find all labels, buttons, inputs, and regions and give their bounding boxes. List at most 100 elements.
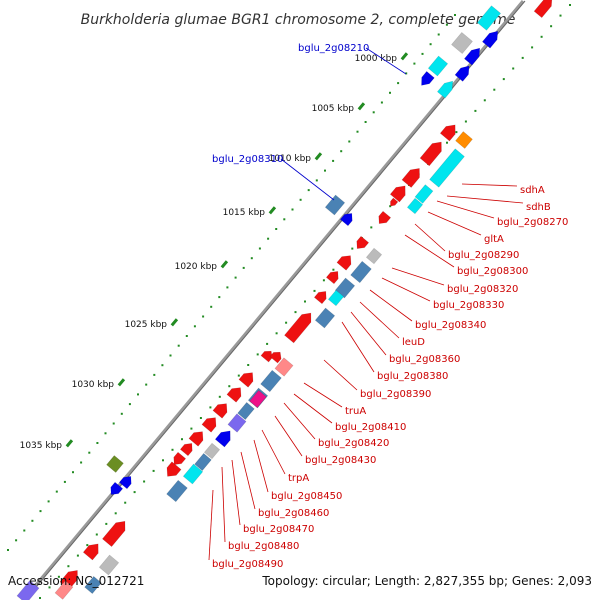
- gene-label-bglu_2g08430: bglu_2g08430: [305, 455, 376, 466]
- leader-line: [221, 466, 226, 543]
- gene-block: [476, 5, 502, 31]
- gene-arrow: [101, 520, 126, 548]
- scale-label: 1025 kbp: [125, 320, 168, 330]
- gene-block: [98, 554, 120, 576]
- gene-arrow: [212, 403, 228, 419]
- gene-features: [16, 0, 553, 600]
- gene-block: [106, 455, 124, 473]
- tick-dot-outer: [421, 52, 424, 55]
- tick-dot-inner: [228, 385, 231, 388]
- leader-line: [280, 158, 335, 201]
- tick-dot-outer: [226, 286, 229, 289]
- gene-block: [429, 148, 465, 188]
- tick-dot-inner: [531, 46, 534, 49]
- gene-block: [260, 369, 282, 393]
- scale-label: 1035 kbp: [20, 441, 63, 451]
- gene-label-gltA: gltA: [484, 234, 504, 245]
- gene-label-bglu_2g08450: bglu_2g08450: [271, 491, 342, 502]
- tick-dot-outer: [315, 179, 318, 182]
- tick-dot-outer: [445, 23, 448, 26]
- tick-dot-outer: [177, 344, 180, 347]
- accession-text: Accession: NC_012721: [8, 574, 145, 588]
- gene-label-bglu_2g08330: bglu_2g08330: [433, 300, 504, 311]
- tick-dot-outer: [283, 218, 286, 221]
- gene-block: [274, 357, 294, 377]
- tick-dot-outer: [340, 150, 343, 153]
- gene-label-bglu_2g08300: bglu_2g08300: [457, 266, 528, 277]
- gene-block: [203, 442, 221, 460]
- gene-arrow: [313, 291, 327, 305]
- tick-dot-outer: [120, 412, 123, 415]
- tick-dot-inner: [540, 35, 543, 38]
- tick-rows: [7, 4, 571, 599]
- gene-block: [327, 289, 345, 307]
- tick-dot-outer: [128, 403, 131, 406]
- leader-line: [427, 211, 482, 236]
- scale-label: 1030 kbp: [72, 380, 115, 390]
- gene-arrow: [439, 124, 456, 142]
- gene-block: [166, 479, 188, 503]
- tick-dot-inner: [86, 544, 89, 547]
- tick-dot-outer: [169, 354, 172, 357]
- tick-dot-outer: [356, 130, 359, 133]
- tick-dot-inner: [294, 311, 297, 314]
- gene-block: [182, 463, 204, 485]
- tick-dot-inner: [304, 300, 306, 303]
- leader-line: [208, 489, 214, 561]
- gene-block: [227, 413, 247, 433]
- gene-block: [249, 390, 267, 408]
- tick-dot-outer: [258, 247, 261, 250]
- gene-arrow: [390, 197, 399, 207]
- gene-label-trpA: trpA: [288, 473, 309, 484]
- leader-lines: [208, 47, 524, 561]
- gene-block: [194, 453, 212, 471]
- leader-line: [231, 459, 241, 526]
- tick-dot-inner: [57, 575, 60, 578]
- gene-arrow: [356, 235, 370, 249]
- tick-dot-outer: [372, 111, 375, 114]
- scale-label: 1000 kbp: [355, 54, 398, 64]
- tick-dot-inner: [483, 99, 486, 102]
- gene-block: [451, 31, 473, 55]
- tick-dot-inner: [569, 4, 571, 6]
- tick-dot-outer: [429, 43, 432, 46]
- gene-label-truA: truA: [345, 406, 366, 417]
- leader-line: [369, 289, 413, 322]
- tick-dot-inner: [143, 480, 146, 483]
- tick-dot-inner: [474, 109, 477, 112]
- tick-dot-inner: [256, 353, 259, 356]
- tick-dot-inner: [322, 279, 325, 282]
- gene-block: [414, 184, 434, 204]
- scale-ticks: 1000 kbp 1005 kbp 1010 kbp 1015 kbp 1020 kbp…: [20, 52, 409, 451]
- tick-dot-inner: [218, 395, 221, 398]
- tick-dot-outer: [210, 305, 213, 308]
- tick-dot-inner: [389, 205, 392, 208]
- tick-dot-outer: [291, 208, 294, 211]
- tick-dot-outer: [193, 325, 196, 328]
- scale-label: 1020 kbp: [175, 262, 218, 272]
- tick-dot-inner: [67, 565, 70, 568]
- gene-labels: bglu_2g08210 bglu_2g08310 sdhA sdhB bglu_2g0…: [212, 43, 568, 570]
- tick-dot-outer: [112, 422, 115, 425]
- gene-label-bglu_2g08270: bglu_2g08270: [497, 217, 568, 228]
- gene-block: [16, 580, 40, 600]
- gene-label-bglu_2g08210: bglu_2g08210: [298, 43, 369, 54]
- tick-dot-outer: [437, 33, 440, 36]
- tick-dot-outer: [15, 539, 18, 542]
- gene-block: [237, 402, 255, 420]
- tick-dot-outer: [55, 490, 58, 493]
- gene-label-sdhA: sdhA: [520, 185, 545, 196]
- gene-arrow: [389, 185, 406, 203]
- tick-dot-inner: [332, 268, 335, 271]
- gene-arrow: [421, 71, 435, 86]
- gene-block: [314, 307, 336, 329]
- scale-tick-mark: [170, 318, 179, 327]
- scale-tick-mark: [220, 260, 229, 269]
- tick-dot-inner: [247, 364, 250, 366]
- tick-dot-inner: [275, 332, 278, 335]
- gene-block: [406, 197, 424, 215]
- tick-dot-outer: [242, 266, 245, 269]
- tick-dot-outer: [234, 276, 237, 279]
- tick-dot-outer: [31, 519, 34, 522]
